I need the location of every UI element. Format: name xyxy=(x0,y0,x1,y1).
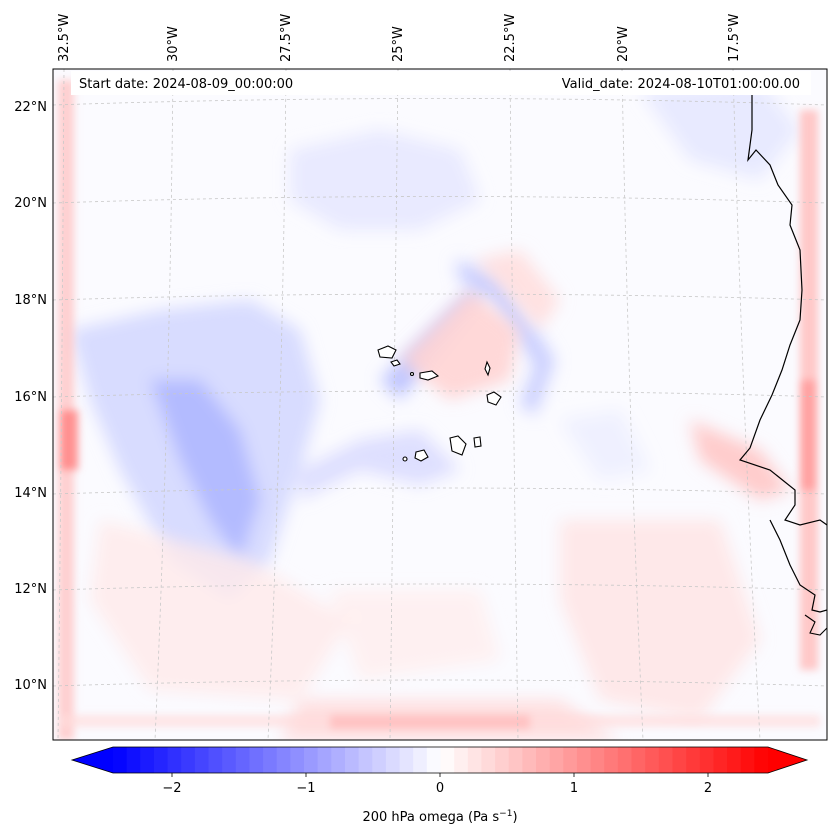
colorbar-cell xyxy=(536,747,551,773)
boundary-strips xyxy=(58,80,820,740)
lat-label: 14°N xyxy=(14,486,47,501)
colorbar-cell xyxy=(413,747,428,773)
colorbar-cell xyxy=(167,747,182,773)
colorbar-cell xyxy=(590,747,605,773)
colorbar-cell xyxy=(495,747,510,773)
colorbar-cell xyxy=(522,747,537,773)
cape-verde-islands xyxy=(377,345,502,462)
colorbar-tick-label: −2 xyxy=(162,781,181,796)
start-date-label: Start date: 2024-08-09_00:00:00 xyxy=(79,77,294,92)
colorbar-cell xyxy=(153,747,169,773)
colorbar-label-exponent: −1 xyxy=(499,809,512,819)
longitude-labels: 32.5°W 30°W 27.5°W 25°W 22.5°W 20°W 17.5… xyxy=(57,14,742,62)
colorbar-cell xyxy=(304,747,319,773)
colorbar-cell xyxy=(754,747,769,773)
colorbar-ticks xyxy=(171,773,709,777)
colorbar-cell xyxy=(276,747,291,773)
colorbar-outline xyxy=(70,746,809,774)
colorbar-cell xyxy=(699,747,714,773)
colorbar-cell xyxy=(208,747,223,773)
colorbar-cell xyxy=(713,747,728,773)
lon-label: 30°W xyxy=(166,26,181,62)
colorbar-cell xyxy=(686,747,701,773)
colorbar-tick-labels: −2 −1 0 1 2 xyxy=(162,781,712,796)
colorbar-label: 200 hPa omega (Pa s−1) xyxy=(362,809,517,825)
colorbar-cell xyxy=(113,747,128,773)
colorbar-tick-label: 0 xyxy=(436,781,444,796)
header-band xyxy=(71,71,811,95)
colorbar-cell xyxy=(331,747,346,773)
colorbar-cell xyxy=(563,747,578,773)
colorbar-cell xyxy=(672,747,687,773)
colorbar-cell xyxy=(426,747,441,773)
colorbar-cell xyxy=(481,747,496,773)
colorbar-cell xyxy=(372,747,387,773)
colorbar-tick-label: 1 xyxy=(570,781,578,796)
colorbar-cell xyxy=(194,747,210,773)
colorbar-cell xyxy=(222,747,237,773)
colorbar-cell xyxy=(263,747,278,773)
colorbar-max-extend xyxy=(768,747,807,773)
lon-label: 17.5°W xyxy=(727,14,742,62)
lat-label: 10°N xyxy=(14,678,47,693)
map-frame xyxy=(52,68,828,741)
omega-field xyxy=(53,69,827,740)
colorbar-cell xyxy=(181,747,196,773)
colorbar-cell xyxy=(617,747,633,773)
colorbar-cell xyxy=(385,747,401,773)
lon-label: 25°W xyxy=(391,26,406,62)
colorbar-cell xyxy=(249,747,264,773)
colorbar-cell xyxy=(604,747,619,773)
latitude-labels: 22°N 20°N 18°N 16°N 14°N 12°N 10°N xyxy=(14,100,47,693)
colorbar-cell xyxy=(235,747,250,773)
colorbar-cell xyxy=(290,747,305,773)
colorbar-tick-label: 2 xyxy=(704,781,712,796)
lon-label: 27.5°W xyxy=(279,14,294,62)
africa-coastline xyxy=(738,95,827,526)
colorbar-label-text: 200 hPa omega (Pa s xyxy=(362,810,499,825)
lon-label: 22.5°W xyxy=(503,14,518,62)
lat-label: 20°N xyxy=(14,196,47,211)
colorbar-cell xyxy=(727,747,742,773)
colorbar-cell xyxy=(508,747,523,773)
colorbar-cell xyxy=(126,747,141,773)
colorbar-cell xyxy=(317,747,332,773)
lat-label: 18°N xyxy=(14,293,47,308)
colorbar-cell xyxy=(645,747,660,773)
lat-label: 12°N xyxy=(14,582,47,597)
colorbar-min-extend xyxy=(72,747,113,773)
colorbar-label-suffix: ) xyxy=(512,810,517,825)
gridlines xyxy=(53,69,827,740)
lon-label: 20°W xyxy=(616,26,631,62)
valid-date-label: Valid_date: 2024-08-10T01:00:00.00 xyxy=(561,77,800,92)
colorbar-cell xyxy=(576,747,592,773)
colorbar-cell xyxy=(658,747,673,773)
colorbar-cell xyxy=(454,747,469,773)
lat-label: 16°N xyxy=(14,390,47,405)
colorbar-cell xyxy=(344,747,360,773)
colorbar-cell xyxy=(399,747,414,773)
negative-omega-areas xyxy=(70,80,800,600)
colorbar-tick-label: −1 xyxy=(296,781,315,796)
colorbar-cell xyxy=(740,747,755,773)
colorbar-cell xyxy=(549,747,564,773)
lat-label: 22°N xyxy=(14,100,47,115)
colorbar-cells xyxy=(113,747,769,773)
colorbar-cell xyxy=(140,747,155,773)
colorbar-cell xyxy=(440,747,455,773)
colorbar: −2 −1 0 1 2 200 hPa omega (Pa s−1) xyxy=(70,746,809,825)
colorbar-cell xyxy=(631,747,646,773)
colorbar-cell xyxy=(358,747,373,773)
colorbar-cell xyxy=(467,747,482,773)
lon-label: 32.5°W xyxy=(57,14,72,62)
